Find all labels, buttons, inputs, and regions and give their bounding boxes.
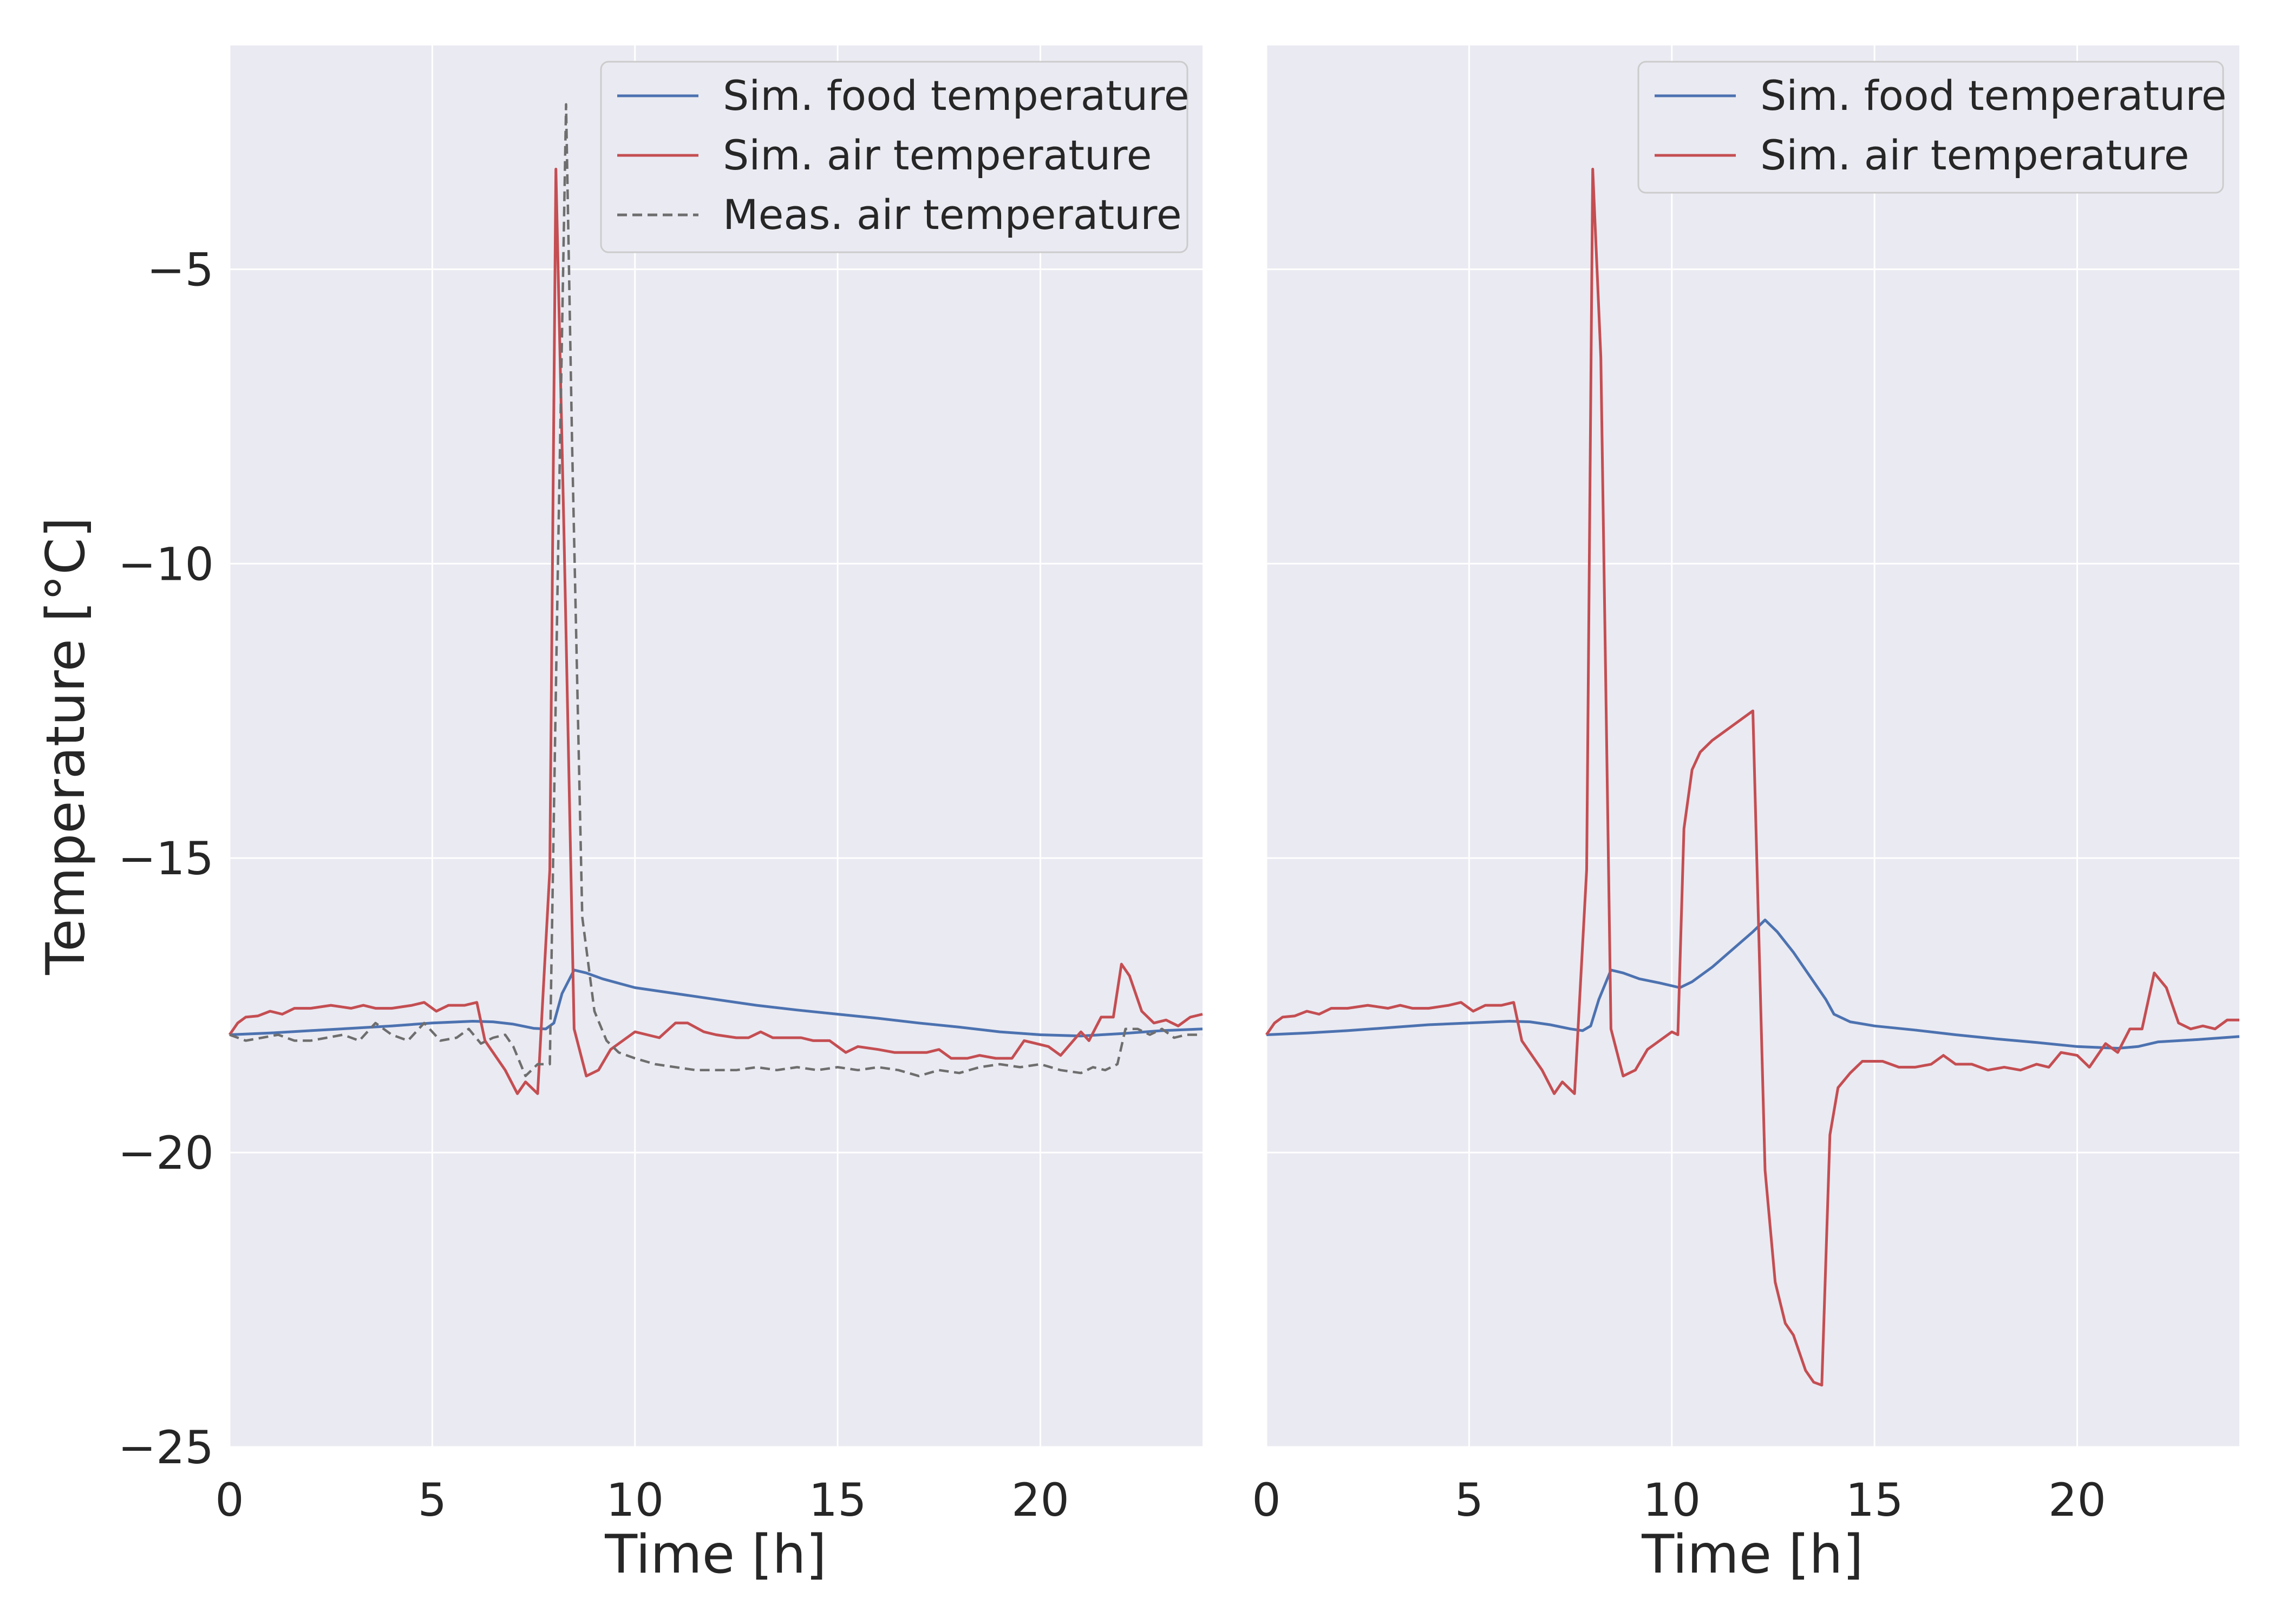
series-line-food <box>1266 918 2240 1050</box>
x-tick-label: 0 <box>215 1474 244 1527</box>
right-gridlines <box>1265 45 2239 1448</box>
x-tick-label: 15 <box>809 1474 867 1527</box>
x-tick-label: 5 <box>1455 1474 1484 1527</box>
right-tick-labels: 0 5 10 15 20 <box>1252 1474 2106 1527</box>
left-panel: 0 5 10 15 20 −5 −10 −15 −20 −25 Time [h] Temperat… <box>35 45 1203 1586</box>
left-series-lines <box>228 103 1203 1095</box>
y-tick-label: −15 <box>118 832 214 885</box>
x-tick-label: 10 <box>606 1474 664 1527</box>
right-series-lines <box>1265 167 2240 1387</box>
left-x-axis-label: Time [h] <box>604 1524 827 1586</box>
right-panel: 0 5 10 15 20 Time [h] Sim. food temperature … <box>1252 45 2240 1586</box>
series-line-meas <box>229 103 1203 1077</box>
x-tick-label: 20 <box>2048 1474 2106 1527</box>
right-x-axis-label: Time [h] <box>1641 1524 1864 1586</box>
x-tick-label: 15 <box>1846 1474 1904 1527</box>
left-tick-labels: 0 5 10 15 20 −5 −10 −15 −20 −25 <box>118 243 1069 1527</box>
y-tick-label: −5 <box>147 243 214 296</box>
right-legend: Sim. food temperature Sim. air temperatu… <box>1637 61 2227 194</box>
left-legend-food-label: Sim. food temperature <box>723 71 1190 120</box>
left-legend-meas-label: Meas. air temperature <box>723 191 1182 239</box>
x-tick-label: 20 <box>1011 1474 1069 1527</box>
series-line-food <box>229 968 1203 1038</box>
left-legend: Sim. food temperature Sim. air temperatu… <box>600 61 1190 253</box>
left-legend-box <box>600 61 1188 253</box>
left-plot-area <box>230 45 1203 1447</box>
y-tick-label: −20 <box>118 1127 214 1180</box>
series-line-air <box>228 167 1203 1095</box>
series-line-air <box>1265 167 2239 1387</box>
left-legend-air-label: Sim. air temperature <box>723 131 1152 179</box>
y-tick-label: −10 <box>118 538 214 591</box>
x-tick-label: 5 <box>418 1474 447 1527</box>
right-legend-food-label: Sim. food temperature <box>1760 71 2227 120</box>
left-gridlines <box>228 45 1203 1448</box>
right-legend-air-label: Sim. air temperature <box>1760 131 2190 179</box>
x-tick-label: 0 <box>1252 1474 1280 1527</box>
y-tick-label: −25 <box>118 1421 214 1474</box>
right-legend-box <box>1637 61 2224 194</box>
x-tick-label: 10 <box>1643 1474 1701 1527</box>
left-y-axis-label: Temperature [°C] <box>35 517 97 975</box>
